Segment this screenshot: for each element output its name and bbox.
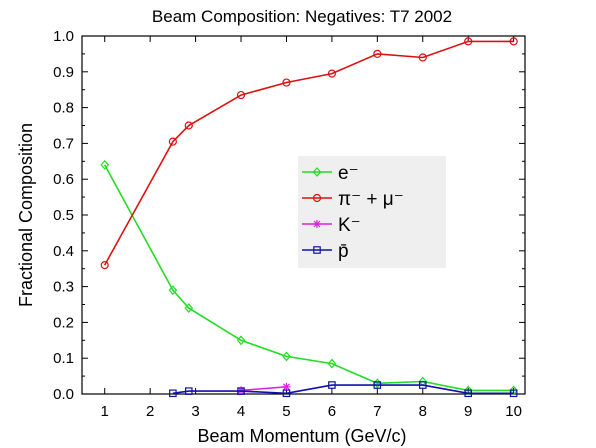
data-point	[313, 220, 321, 228]
data-point	[184, 303, 194, 313]
y-tick-label: 0.5	[53, 207, 74, 224]
series-line-0	[103, 164, 514, 392]
data-point	[312, 193, 322, 203]
data-point	[327, 358, 337, 369]
x-tick-label: 10	[505, 403, 522, 420]
y-tick-label: 0.9	[53, 64, 74, 81]
data-point	[463, 385, 473, 396]
y-tick-label: 0.1	[53, 350, 74, 367]
y-tick-label: 0.8	[53, 100, 74, 117]
x-tick-label: 9	[464, 403, 472, 420]
data-point	[282, 382, 291, 391]
x-tick-label: 1	[101, 403, 109, 420]
data-point	[328, 381, 336, 389]
x-axis-label: Beam Momentum (GeV/c)	[197, 426, 406, 446]
data-point	[312, 167, 322, 177]
x-tick-label: 2	[146, 403, 154, 420]
x-tick-label: 5	[282, 403, 290, 420]
data-point	[509, 389, 518, 398]
data-point	[418, 381, 427, 389]
legend: e⁻ π⁻ + μ⁻ K⁻ p̄	[298, 156, 446, 268]
y-tick-label: 0.6	[53, 171, 74, 188]
chart-title: Beam Composition: Negatives: T7 2002	[152, 7, 452, 26]
data-point	[418, 53, 427, 62]
series-line-1	[103, 40, 514, 266]
legend-label: π⁻ + μ⁻	[338, 189, 404, 210]
x-tick-label: 3	[191, 403, 199, 420]
plot-area: 0.0 0.1 0.2 0.3 0.4 0.5 0.6 0.7 0.8 0.9 1.0 1 2 3 4 5 6 7…	[53, 28, 526, 420]
data-point	[282, 351, 291, 362]
x-tick-label: 6	[328, 403, 336, 420]
data-point	[373, 49, 382, 59]
data-point	[509, 385, 518, 396]
y-tick-label: 0.7	[53, 135, 74, 152]
y-tick-label: 1.0	[53, 28, 74, 45]
data-point	[464, 389, 473, 398]
y-tick-label: 0.3	[53, 279, 74, 296]
data-point	[100, 159, 110, 170]
y-axis-label: Fractional Composition	[16, 123, 36, 307]
data-point	[168, 137, 177, 146]
data-point	[184, 387, 193, 395]
series-line-2	[240, 386, 287, 392]
data-point	[169, 389, 177, 398]
x-tick-label: 7	[373, 403, 381, 420]
y-tick-label: 0.4	[53, 243, 74, 260]
data-point	[168, 285, 178, 296]
y-tick-label: 0.2	[53, 314, 74, 331]
x-tick-label: 8	[419, 403, 427, 420]
y-tick-label: 0.0	[53, 386, 74, 403]
data-point	[509, 37, 518, 46]
data-point	[237, 387, 245, 395]
data-point	[184, 121, 193, 130]
data-point	[373, 381, 382, 389]
x-tick-label: 4	[237, 403, 245, 420]
series-line-3	[172, 384, 514, 395]
legend-label: K⁻	[338, 215, 361, 236]
data-point	[236, 335, 246, 346]
data-point	[282, 389, 291, 398]
data-point	[236, 90, 246, 100]
data-point	[464, 37, 473, 46]
data-point	[313, 246, 321, 254]
legend-label: p̄	[338, 241, 349, 262]
data-point	[327, 69, 336, 78]
data-point	[100, 261, 109, 270]
legend-label: e⁻	[338, 163, 359, 184]
data-point	[282, 78, 291, 87]
